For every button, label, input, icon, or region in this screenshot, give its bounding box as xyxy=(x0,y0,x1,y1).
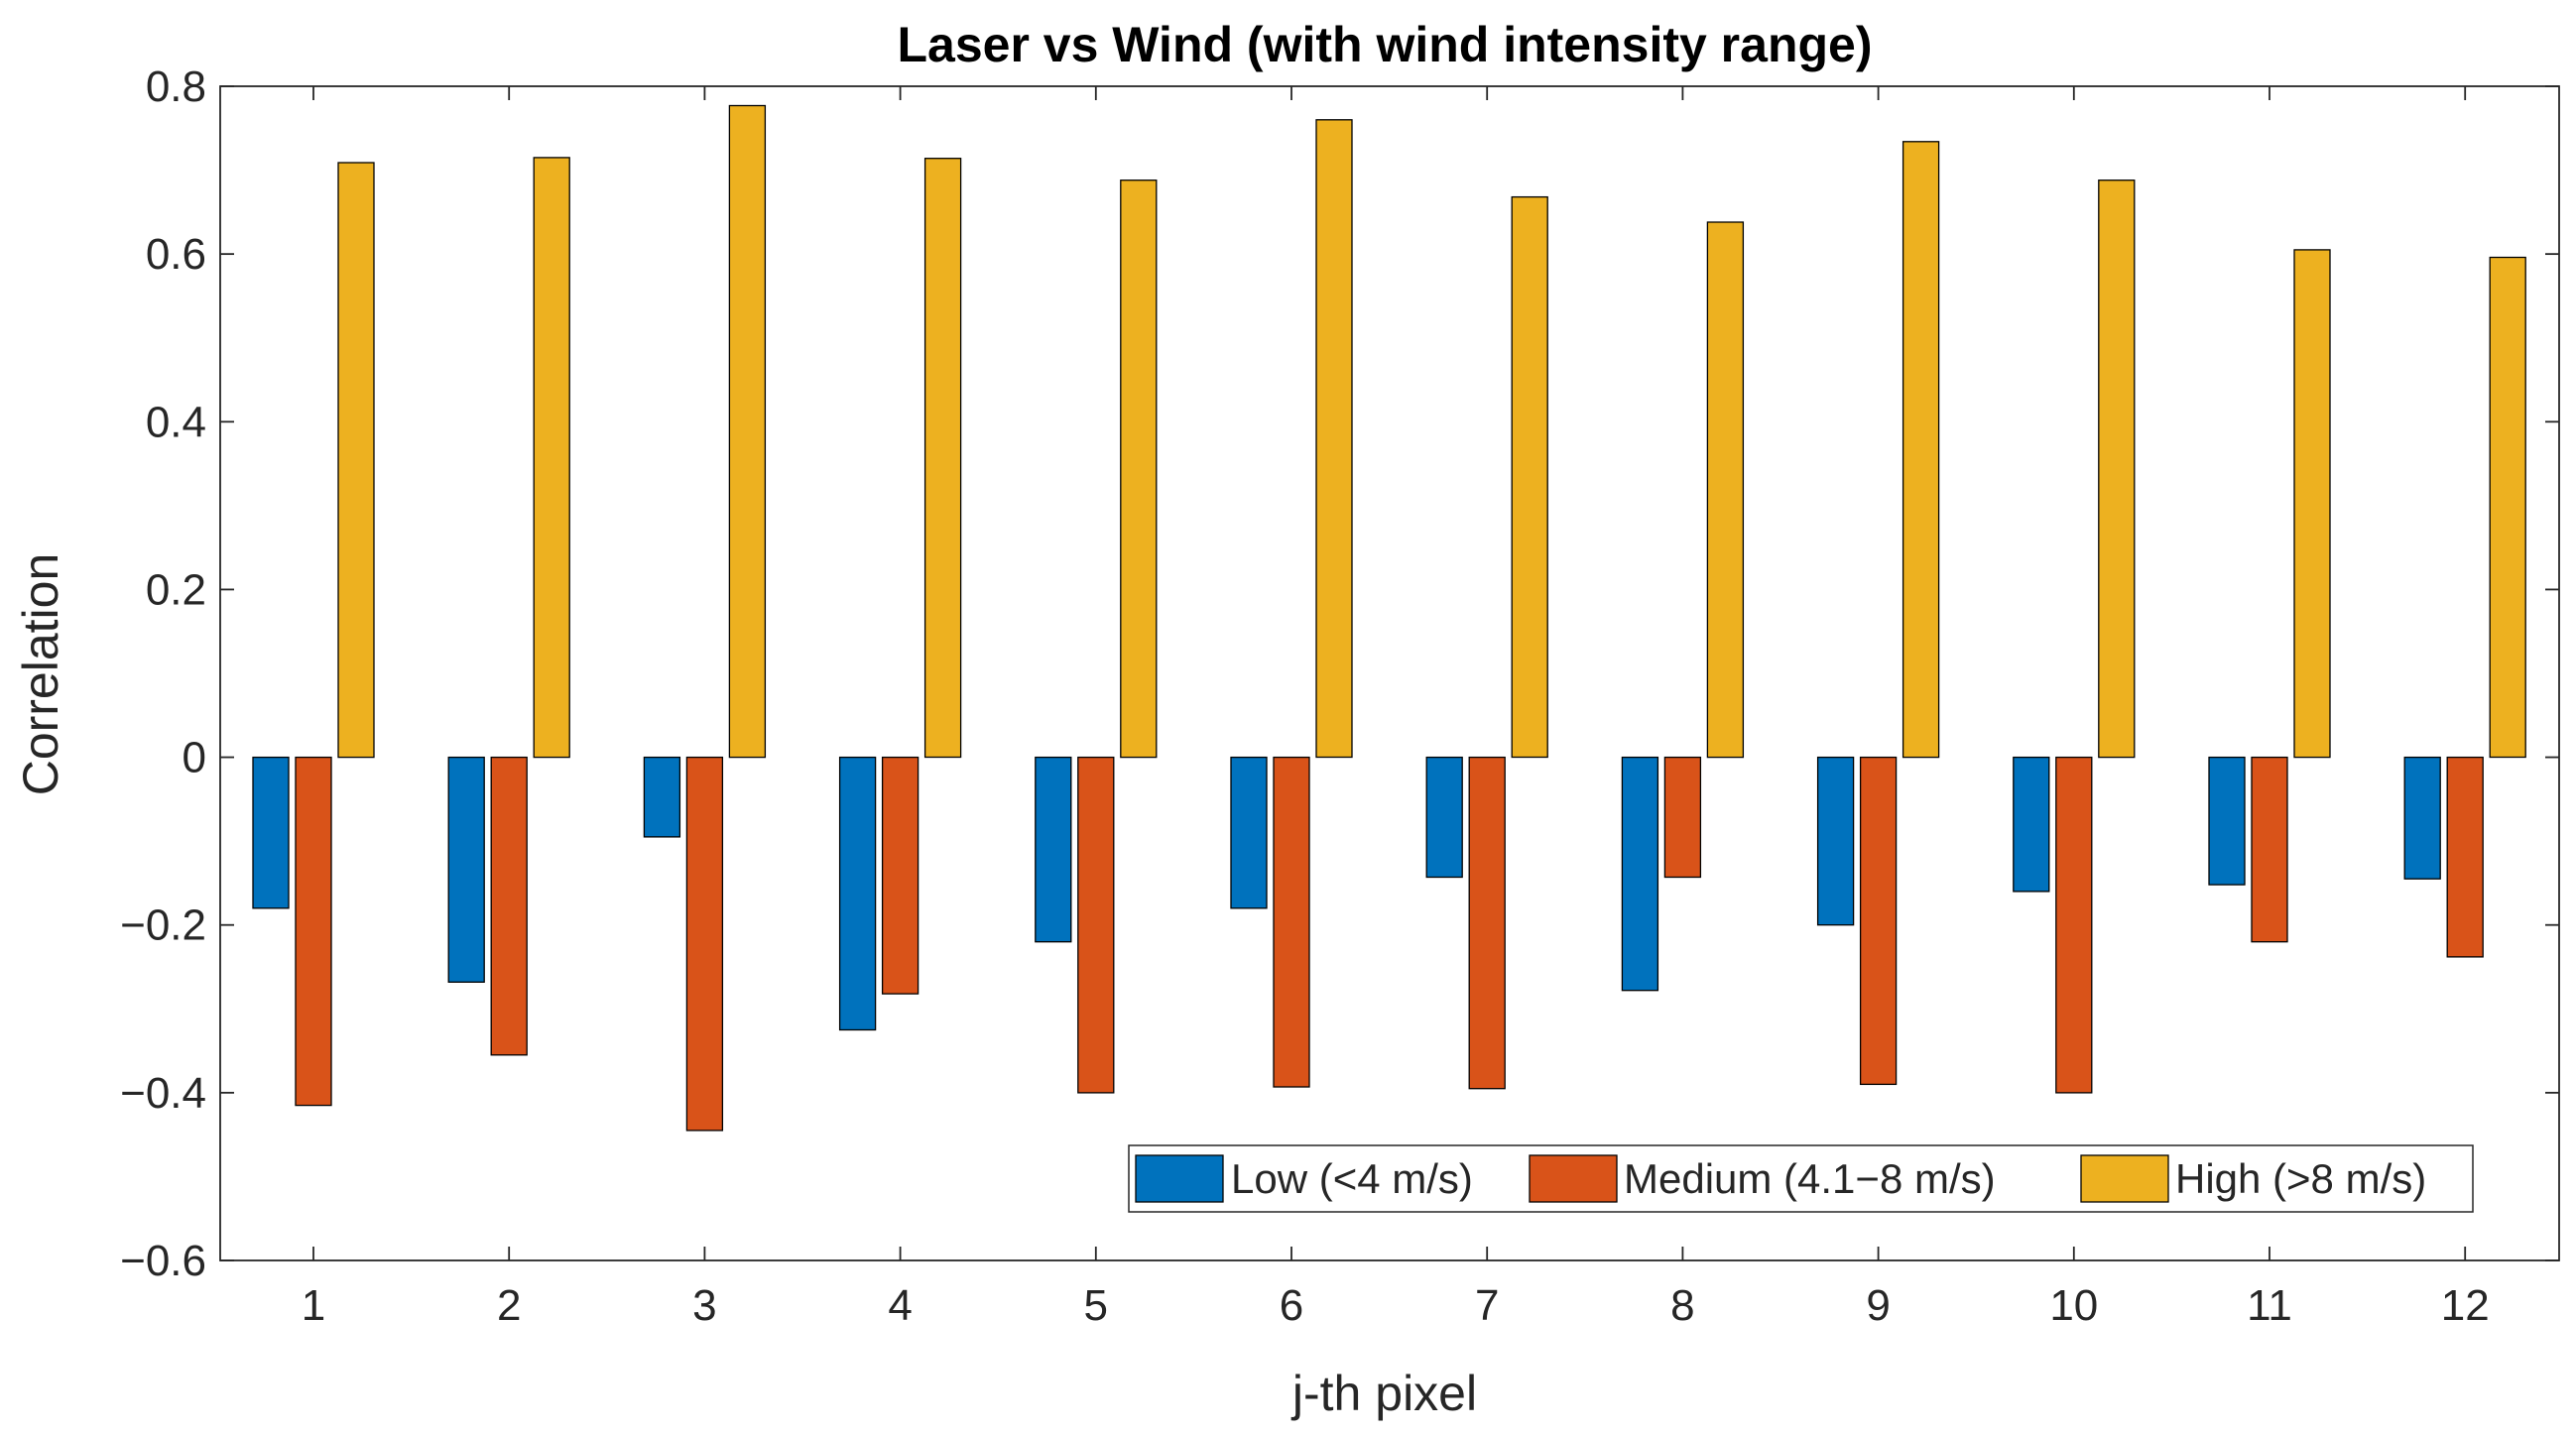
y-tick-label: −0.2 xyxy=(120,901,206,950)
bar-series-1-pixel-7 xyxy=(1425,756,1463,879)
bar-series-2-pixel-11 xyxy=(2251,756,2288,943)
legend-label-1: Low (<4 m/s) xyxy=(1231,1155,1473,1202)
x-tick-label: 7 xyxy=(1475,1281,1499,1330)
bar-series-3-pixel-3 xyxy=(728,104,767,759)
legend-box xyxy=(1128,1144,2474,1213)
bars-group xyxy=(252,104,2526,1132)
plot-area xyxy=(220,86,2559,1260)
bar-series-3-pixel-6 xyxy=(1315,119,1353,759)
y-tick-label: 0 xyxy=(183,734,206,782)
bar-series-3-pixel-7 xyxy=(1511,195,1548,759)
y-tick-label: −0.4 xyxy=(120,1069,206,1118)
y-tick-label: 0.2 xyxy=(146,565,206,614)
x-axis-label: j-th pixel xyxy=(1290,1366,1477,1421)
bar-series-1-pixel-1 xyxy=(252,756,290,909)
bar-series-1-pixel-4 xyxy=(838,756,877,1031)
x-tick-label: 12 xyxy=(2441,1281,2490,1330)
bar-series-2-pixel-9 xyxy=(1859,756,1898,1086)
legend-label-3: High (>8 m/s) xyxy=(2175,1155,2426,1202)
y-axis-label: Correlation xyxy=(13,553,68,796)
x-tick-label: 4 xyxy=(888,1281,912,1330)
bar-series-2-pixel-10 xyxy=(2055,756,2093,1094)
bar-series-2-pixel-7 xyxy=(1468,756,1506,1090)
legend-swatch-3 xyxy=(2080,1154,2169,1203)
axes-box xyxy=(219,85,2560,1261)
bar-series-2-pixel-2 xyxy=(490,756,528,1056)
bar-series-2-pixel-5 xyxy=(1077,756,1115,1094)
legend: Low (<4 m/s) Medium (4.1−8 m/s) High (>8 m… xyxy=(1128,1144,2474,1213)
bar-series-2-pixel-3 xyxy=(685,756,724,1132)
bar-series-3-pixel-8 xyxy=(1706,221,1745,759)
bar-series-1-pixel-10 xyxy=(2013,756,2050,893)
legend-label-2: Medium (4.1−8 m/s) xyxy=(1624,1155,1996,1202)
chart-title: Laser vs Wind (with wind intensity range… xyxy=(897,17,1872,72)
legend-swatch-2 xyxy=(1529,1154,1618,1203)
y-tick-label: 0.8 xyxy=(146,62,206,111)
bar-series-2-pixel-4 xyxy=(881,756,920,995)
plot-background xyxy=(220,86,2559,1260)
bar-series-3-pixel-11 xyxy=(2293,249,2331,759)
bar-series-2-pixel-6 xyxy=(1273,756,1310,1088)
x-ticks: 1 2 3 4 5 6 7 8 9 10 11 12 xyxy=(302,86,2490,1330)
x-tick-label: 5 xyxy=(1084,1281,1108,1330)
y-tick-label: 0.4 xyxy=(146,398,206,446)
y-tick-label: 0.6 xyxy=(146,230,206,279)
y-ticks: −0.6 −0.4 −0.2 0 0.2 0.4 0.6 0.8 xyxy=(120,62,2559,1285)
x-tick-label: 9 xyxy=(1866,1281,1890,1330)
bar-series-1-pixel-12 xyxy=(2403,756,2441,880)
bar-series-1-pixel-6 xyxy=(1230,756,1268,909)
bar-series-3-pixel-5 xyxy=(1120,180,1158,759)
bar-series-2-pixel-8 xyxy=(1663,756,1702,879)
bar-series-2-pixel-1 xyxy=(295,756,332,1107)
legend-swatch-1 xyxy=(1135,1154,1224,1203)
bar-series-1-pixel-11 xyxy=(2208,756,2246,886)
bar-series-1-pixel-9 xyxy=(1816,756,1855,926)
x-tick-label: 1 xyxy=(302,1281,325,1330)
bar-series-3-pixel-4 xyxy=(923,158,962,759)
x-tick-label: 6 xyxy=(1280,1281,1303,1330)
x-tick-label: 3 xyxy=(692,1281,716,1330)
bar-series-3-pixel-12 xyxy=(2489,256,2526,759)
bar-series-1-pixel-3 xyxy=(643,756,681,838)
bar-series-1-pixel-5 xyxy=(1035,756,1072,943)
x-tick-label: 10 xyxy=(2049,1281,2098,1330)
bar-series-3-pixel-9 xyxy=(1901,141,1940,759)
x-tick-label: 2 xyxy=(497,1281,521,1330)
bar-series-1-pixel-2 xyxy=(447,756,485,983)
bar-series-3-pixel-2 xyxy=(533,157,570,759)
axes-group xyxy=(219,85,2560,1261)
bar-series-2-pixel-12 xyxy=(2446,756,2484,958)
x-tick-label: 8 xyxy=(1670,1281,1694,1330)
x-tick-label: 11 xyxy=(2247,1281,2292,1330)
bar-series-1-pixel-8 xyxy=(1621,756,1659,992)
bar-series-3-pixel-10 xyxy=(2098,180,2136,759)
y-tick-label: −0.6 xyxy=(120,1237,206,1285)
bar-series-3-pixel-1 xyxy=(337,162,375,759)
